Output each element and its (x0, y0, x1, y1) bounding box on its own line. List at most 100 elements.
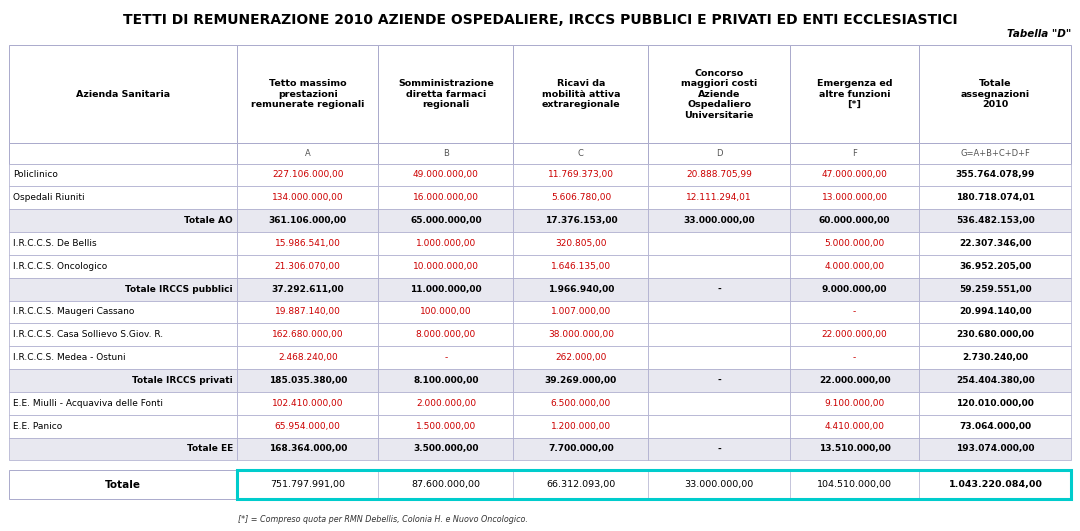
Text: 4.410.000,00: 4.410.000,00 (824, 422, 885, 431)
Text: 49.000.000,00: 49.000.000,00 (413, 170, 478, 179)
Bar (9, 278, 238, 301)
Text: 17.376.153,00: 17.376.153,00 (544, 216, 618, 225)
Bar (238, 470, 378, 499)
Text: 87.600.000,00: 87.600.000,00 (411, 480, 481, 489)
Bar (9, 209, 238, 232)
Bar (513, 209, 648, 232)
Text: Totale: Totale (105, 479, 140, 490)
Bar (238, 143, 378, 164)
Bar (9, 232, 238, 255)
Bar (513, 164, 648, 186)
Bar (919, 278, 1071, 301)
Bar (378, 438, 513, 460)
Bar (9, 392, 238, 415)
Text: 120.010.000,00: 120.010.000,00 (957, 399, 1035, 408)
Bar (789, 346, 919, 369)
Text: 102.410.000,00: 102.410.000,00 (272, 399, 343, 408)
Bar (648, 438, 789, 460)
Text: Policlinico: Policlinico (13, 170, 58, 179)
Text: 4.000.000,00: 4.000.000,00 (824, 262, 885, 271)
Bar (789, 301, 919, 323)
Bar (513, 323, 648, 346)
Text: 15.986.541,00: 15.986.541,00 (274, 239, 340, 248)
Bar (789, 186, 919, 209)
Text: 3.500.000,00: 3.500.000,00 (414, 444, 478, 453)
Bar (513, 186, 648, 209)
Text: D: D (716, 149, 723, 158)
Text: 12.111.294,01: 12.111.294,01 (686, 193, 752, 202)
Text: 8.100.000,00: 8.100.000,00 (414, 376, 478, 385)
Text: 38.000.000,00: 38.000.000,00 (548, 330, 613, 339)
Text: 355.764.078,99: 355.764.078,99 (956, 170, 1035, 179)
Bar (919, 232, 1071, 255)
Bar (378, 164, 513, 186)
Text: 180.718.074,01: 180.718.074,01 (956, 193, 1035, 202)
Bar (789, 369, 919, 392)
Text: 162.680.000,00: 162.680.000,00 (272, 330, 343, 339)
Text: Ospedali Riuniti: Ospedali Riuniti (13, 193, 84, 202)
Bar (9, 438, 238, 460)
Bar (919, 323, 1071, 346)
Text: -: - (717, 285, 721, 294)
Text: 2.000.000,00: 2.000.000,00 (416, 399, 476, 408)
Bar (648, 470, 789, 499)
Text: 5.000.000,00: 5.000.000,00 (824, 239, 885, 248)
Bar (513, 45, 648, 143)
Text: Totale AO: Totale AO (184, 216, 233, 225)
Text: 11.000.000,00: 11.000.000,00 (410, 285, 482, 294)
Text: E.E. Miulli - Acquaviva delle Fonti: E.E. Miulli - Acquaviva delle Fonti (13, 399, 163, 408)
Bar (789, 278, 919, 301)
Text: 36.952.205,00: 36.952.205,00 (959, 262, 1031, 271)
Bar (238, 438, 378, 460)
Text: 1.000.000,00: 1.000.000,00 (416, 239, 476, 248)
Text: 536.482.153,00: 536.482.153,00 (956, 216, 1035, 225)
Text: G=A+B+C+D+F: G=A+B+C+D+F (960, 149, 1030, 158)
Bar (378, 415, 513, 438)
Text: 21.306.070,00: 21.306.070,00 (274, 262, 340, 271)
Text: F: F (852, 149, 858, 158)
Text: [*] = Compreso quota per RMN Debellis, Colonia H. e Nuovo Oncologico.: [*] = Compreso quota per RMN Debellis, C… (238, 515, 527, 524)
Text: 5.606.780,00: 5.606.780,00 (551, 193, 611, 202)
Bar (919, 209, 1071, 232)
Text: 66.312.093,00: 66.312.093,00 (546, 480, 616, 489)
Text: Tabella "D": Tabella "D" (1008, 29, 1071, 39)
Text: 1.200.000,00: 1.200.000,00 (551, 422, 611, 431)
Bar (9, 369, 238, 392)
Bar (513, 278, 648, 301)
Text: 1.007.000,00: 1.007.000,00 (551, 307, 611, 316)
Text: 47.000.000,00: 47.000.000,00 (822, 170, 888, 179)
Bar (9, 143, 238, 164)
Text: 22.000.000,00: 22.000.000,00 (819, 376, 890, 385)
Text: 16.000.000,00: 16.000.000,00 (413, 193, 478, 202)
Bar (9, 164, 238, 186)
Bar (648, 278, 789, 301)
Text: 10.000.000,00: 10.000.000,00 (413, 262, 478, 271)
Bar (513, 301, 648, 323)
Bar (513, 470, 648, 499)
Text: I.R.C.C.S. Casa Sollievo S.Giov. R.: I.R.C.C.S. Casa Sollievo S.Giov. R. (13, 330, 163, 339)
Bar (789, 232, 919, 255)
Bar (648, 186, 789, 209)
Bar (919, 143, 1071, 164)
Bar (378, 232, 513, 255)
Text: 65.000.000,00: 65.000.000,00 (410, 216, 482, 225)
Bar (648, 369, 789, 392)
Bar (9, 255, 238, 278)
Text: Tetto massimo
prestazioni
remunerate regionali: Tetto massimo prestazioni remunerate reg… (252, 79, 364, 109)
Text: -: - (717, 444, 721, 453)
Text: 59.259.551,00: 59.259.551,00 (959, 285, 1031, 294)
Text: 751.797.991,00: 751.797.991,00 (270, 480, 346, 489)
Text: 20.888.705,99: 20.888.705,99 (686, 170, 752, 179)
Text: Somministrazione
diretta farmaci
regionali: Somministrazione diretta farmaci regiona… (399, 79, 494, 109)
Bar (238, 186, 378, 209)
Bar (378, 470, 513, 499)
Bar (513, 255, 648, 278)
Text: I.R.C.C.S. Maugeri Cassano: I.R.C.C.S. Maugeri Cassano (13, 307, 134, 316)
Text: Azienda Sanitaria: Azienda Sanitaria (76, 90, 170, 99)
Bar (378, 278, 513, 301)
Text: 7.700.000,00: 7.700.000,00 (548, 444, 613, 453)
Text: I.R.C.C.S. Medea - Ostuni: I.R.C.C.S. Medea - Ostuni (13, 353, 125, 362)
Bar (789, 438, 919, 460)
Bar (378, 143, 513, 164)
Bar (789, 255, 919, 278)
